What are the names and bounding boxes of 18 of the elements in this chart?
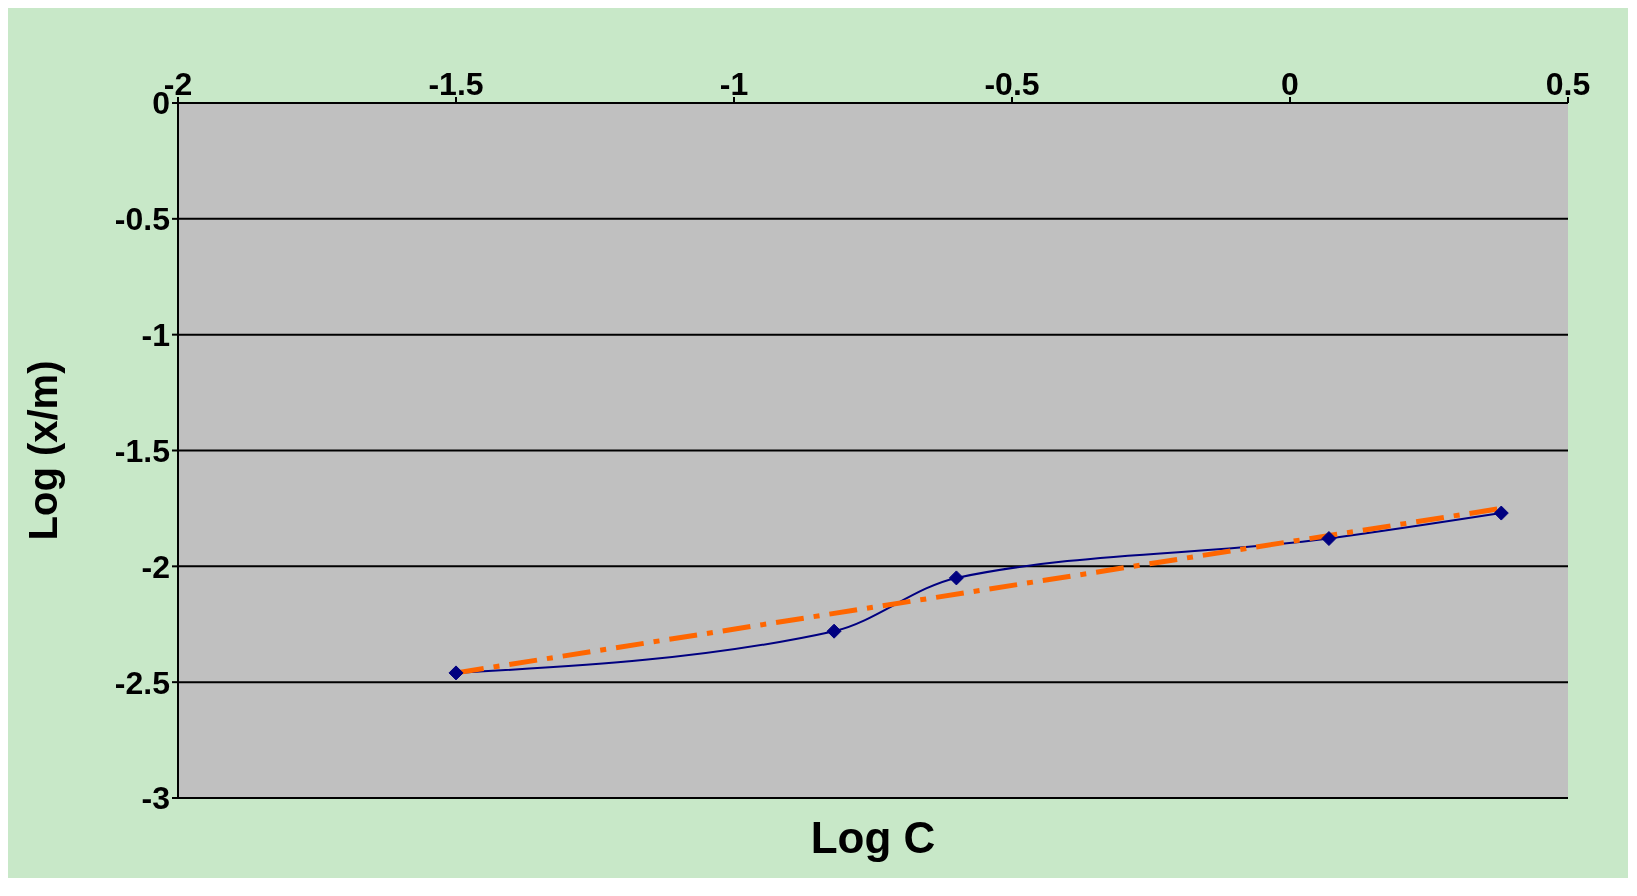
x-tick-label: -1: [719, 66, 749, 102]
y-axis-title: Log (x/m): [21, 360, 66, 541]
y-tick-label: -1.5: [114, 432, 170, 469]
y-tick-label: -1: [141, 317, 170, 354]
y-tick-label: -2.5: [114, 664, 170, 701]
point: [448, 665, 464, 681]
point: [826, 623, 842, 639]
x-tick-label: -1.5: [428, 66, 484, 102]
point: [948, 570, 964, 586]
point: [1321, 531, 1337, 547]
y-tick-label: -2: [141, 548, 170, 585]
x-tick-label: 0: [1281, 66, 1299, 102]
x-axis-title: Log C: [810, 813, 936, 862]
x-tick-label: -0.5: [984, 66, 1040, 102]
x-tick-label: 0.5: [1545, 66, 1591, 102]
y-tick-label: -3: [141, 780, 170, 817]
y-tick-label: -0.5: [114, 201, 170, 238]
point: [1493, 505, 1509, 521]
